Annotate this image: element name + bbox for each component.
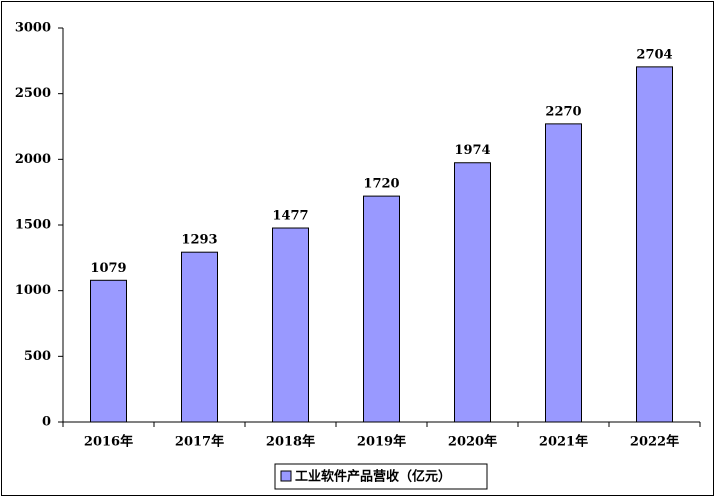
x-tick-label: 2021年 [539, 434, 588, 450]
y-tick-label: 2000 [15, 152, 51, 167]
data-label: 1293 [181, 233, 217, 248]
data-label: 1974 [454, 143, 490, 158]
bar [90, 279, 127, 423]
bar [545, 123, 582, 423]
x-tick-label: 2016年 [84, 434, 133, 450]
bar [181, 251, 218, 423]
legend-box [274, 463, 488, 490]
bar [636, 66, 673, 423]
bar [272, 227, 309, 423]
data-label: 1477 [272, 209, 308, 224]
x-tick-label: 2019年 [357, 434, 406, 450]
data-label: 2270 [545, 104, 581, 119]
x-tick-label: 2020年 [448, 434, 497, 450]
y-tick-label: 1500 [15, 218, 51, 233]
bar [363, 195, 400, 423]
y-tick-label: 2500 [15, 86, 51, 101]
x-tick-label: 2022年 [630, 434, 679, 450]
bar [454, 162, 491, 423]
legend-label: 工业软件产品营收（亿元） [295, 469, 451, 485]
data-label: 2704 [636, 47, 672, 62]
legend-swatch [280, 470, 292, 482]
x-tick-label: 2017年 [175, 434, 224, 450]
y-tick-label: 500 [24, 349, 51, 364]
y-tick-label: 0 [42, 415, 51, 430]
data-label: 1720 [363, 177, 399, 192]
y-tick-label: 1000 [15, 283, 51, 298]
y-tick-label: 3000 [15, 21, 51, 36]
data-label: 1079 [90, 261, 126, 276]
x-tick-label: 2018年 [266, 434, 315, 450]
